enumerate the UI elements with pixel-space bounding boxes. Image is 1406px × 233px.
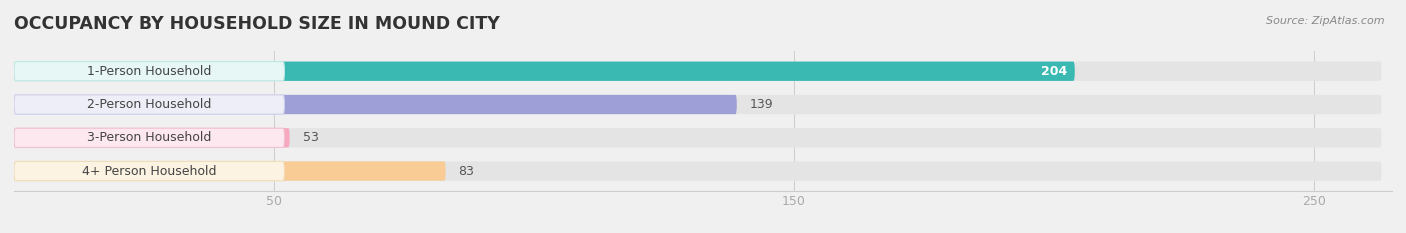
FancyBboxPatch shape — [14, 128, 290, 147]
Text: 3-Person Household: 3-Person Household — [87, 131, 211, 144]
FancyBboxPatch shape — [14, 62, 1382, 81]
Text: 83: 83 — [458, 164, 474, 178]
FancyBboxPatch shape — [14, 128, 1382, 147]
FancyBboxPatch shape — [14, 161, 446, 181]
Text: 2-Person Household: 2-Person Household — [87, 98, 211, 111]
Text: Source: ZipAtlas.com: Source: ZipAtlas.com — [1267, 16, 1385, 26]
FancyBboxPatch shape — [14, 128, 284, 147]
FancyBboxPatch shape — [14, 161, 284, 181]
Text: 204: 204 — [1040, 65, 1067, 78]
FancyBboxPatch shape — [14, 62, 1074, 81]
Text: 139: 139 — [749, 98, 773, 111]
Text: 53: 53 — [302, 131, 319, 144]
FancyBboxPatch shape — [14, 95, 1382, 114]
FancyBboxPatch shape — [14, 62, 284, 81]
FancyBboxPatch shape — [14, 161, 1382, 181]
FancyBboxPatch shape — [14, 95, 284, 114]
Text: 1-Person Household: 1-Person Household — [87, 65, 211, 78]
Text: 4+ Person Household: 4+ Person Household — [82, 164, 217, 178]
FancyBboxPatch shape — [14, 95, 737, 114]
Text: OCCUPANCY BY HOUSEHOLD SIZE IN MOUND CITY: OCCUPANCY BY HOUSEHOLD SIZE IN MOUND CIT… — [14, 15, 499, 33]
